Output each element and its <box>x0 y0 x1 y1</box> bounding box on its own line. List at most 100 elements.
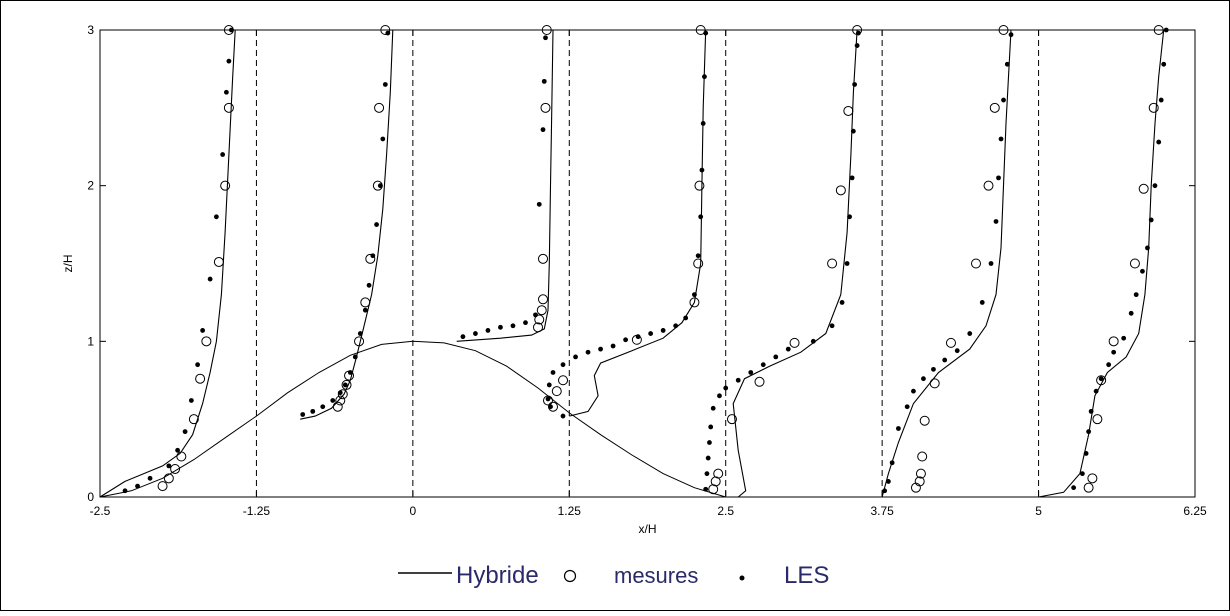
les-point <box>942 357 948 363</box>
hybride-profile-line <box>1038 29 1165 498</box>
x-tick-label: 0 <box>410 504 417 518</box>
x-tick-label: 3.75 <box>870 504 894 518</box>
mesures-point <box>929 378 940 389</box>
les-point <box>1071 485 1077 491</box>
hybride-profile-line <box>456 29 554 342</box>
les-point <box>1079 471 1085 477</box>
les-point <box>320 404 326 410</box>
mesures-point <box>1148 102 1159 113</box>
les-point <box>839 300 845 305</box>
les-point <box>748 370 754 375</box>
les-point <box>598 346 603 352</box>
les-point <box>967 331 973 336</box>
mesures-point <box>945 337 956 348</box>
les-point <box>550 370 556 375</box>
mesures-point <box>341 379 352 390</box>
les-point <box>1145 245 1150 251</box>
les-point <box>760 362 766 368</box>
mesures-point <box>540 102 551 113</box>
les-point <box>847 214 853 220</box>
mesures-point <box>917 451 928 462</box>
mesures-point <box>998 25 1009 35</box>
les-point <box>573 354 578 360</box>
les-point <box>223 89 229 95</box>
les-point <box>585 349 591 355</box>
mesures-point <box>1129 258 1140 269</box>
les-point <box>188 398 194 403</box>
les-point <box>213 214 219 220</box>
les-point <box>560 362 566 368</box>
mesures-point <box>170 463 181 474</box>
mesures-point <box>220 180 231 191</box>
les-point <box>366 282 372 288</box>
mesures-point <box>335 395 346 406</box>
mesures-point <box>989 102 1000 113</box>
les-point <box>485 328 491 333</box>
les-point <box>993 219 999 224</box>
plot-area-box <box>99 29 1196 498</box>
les-point <box>1093 388 1099 394</box>
mesures-point <box>1108 336 1119 347</box>
les-point <box>1004 61 1010 67</box>
les-point <box>673 323 679 329</box>
mesures-point <box>536 305 547 316</box>
mesures-point <box>754 376 765 387</box>
les-point <box>773 354 779 360</box>
les-point <box>886 479 891 484</box>
les-point <box>852 82 858 87</box>
hybride-profile-line <box>300 29 394 420</box>
les-point <box>1148 217 1154 223</box>
y-axis-label: z/H <box>61 255 75 273</box>
les-point <box>698 214 704 220</box>
les-point <box>1098 376 1104 382</box>
les-point <box>921 376 926 382</box>
les-point <box>850 128 856 134</box>
mesures-point <box>726 414 737 425</box>
les-point <box>342 382 348 388</box>
mesures-point <box>541 25 552 35</box>
les-point <box>300 412 306 417</box>
mesures-point <box>1092 414 1103 425</box>
les-point <box>166 463 172 469</box>
les-point <box>708 424 714 430</box>
legend-label-les: LES <box>784 562 829 589</box>
les-point <box>1161 61 1167 67</box>
les-point <box>473 331 478 336</box>
mesures-point <box>551 386 562 397</box>
y-tick-label: 2 <box>87 179 94 193</box>
les-point <box>699 167 705 173</box>
x-tick-label: -2.5 <box>90 504 111 518</box>
les-point <box>931 366 936 372</box>
les-point <box>703 30 709 36</box>
mesures-point <box>835 185 846 196</box>
hill-profile <box>99 340 726 498</box>
mesures-point <box>534 314 545 325</box>
mesures-point <box>693 258 704 269</box>
les-point <box>200 328 206 333</box>
les-point <box>510 323 516 329</box>
mesures-point <box>910 482 921 493</box>
les-point <box>707 440 712 445</box>
mesures-point <box>365 253 376 264</box>
les-point <box>545 396 551 402</box>
les-point <box>195 362 201 368</box>
les-point <box>979 300 985 305</box>
les-point <box>182 429 188 435</box>
les-point <box>310 408 316 414</box>
les-point <box>382 82 388 87</box>
les-point <box>610 343 616 349</box>
mesures-point <box>533 322 543 333</box>
les-point <box>996 175 1001 181</box>
les-point <box>147 475 153 481</box>
les-point <box>717 393 722 399</box>
mesures-point <box>708 484 719 495</box>
mesures-point <box>354 336 365 347</box>
mesures-point <box>1153 25 1164 35</box>
x-tick-label: -1.25 <box>243 504 271 518</box>
les-point <box>683 315 689 321</box>
les-point <box>785 346 791 352</box>
les-point <box>498 324 503 330</box>
les-point <box>1111 349 1117 355</box>
mesures-point <box>163 473 174 484</box>
